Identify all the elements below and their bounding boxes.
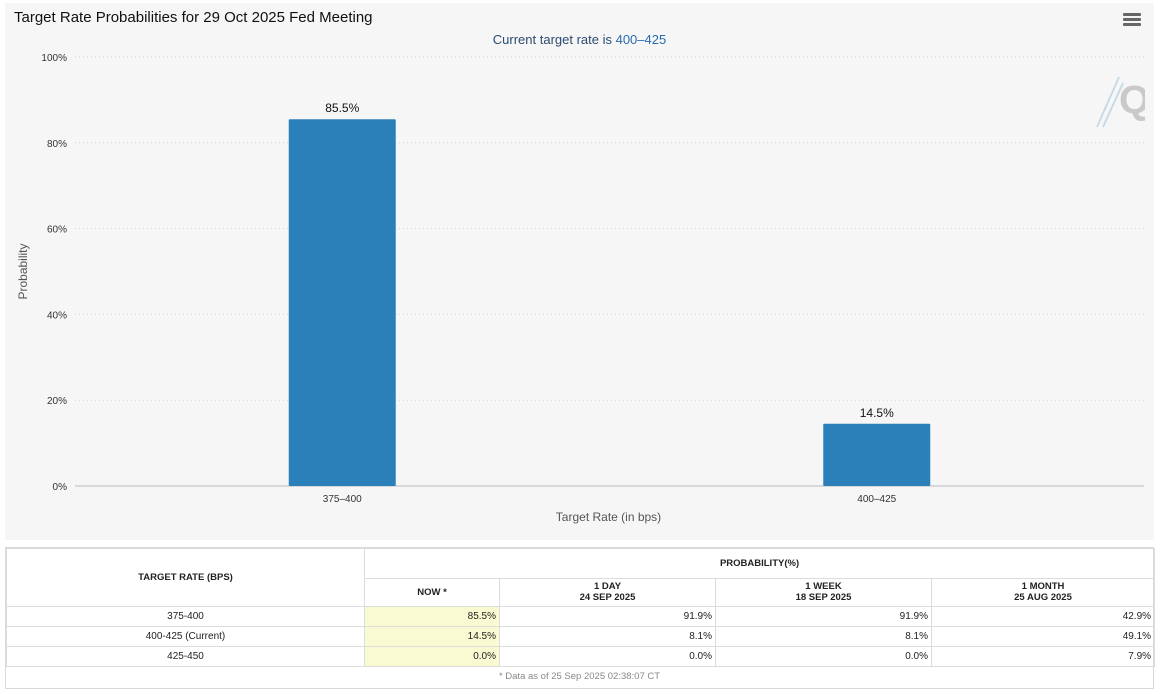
y-tick-label: 0%: [53, 482, 68, 493]
subtitle-prefix: Current target rate is: [492, 32, 616, 47]
y-tick-label: 60%: [47, 225, 67, 236]
svg-text:Q: Q: [1119, 78, 1145, 122]
bar-data-label: 85.5%: [325, 101, 359, 115]
chart-panel: Target Rate Probabilities for 29 Oct 202…: [5, 3, 1154, 540]
table-row: 400-425 (Current) 14.5% 8.1% 8.1% 49.1%: [6, 626, 1156, 647]
data-timestamp-footnote: * Data as of 25 Sep 2025 02:38:07 CT: [498, 671, 661, 682]
bar-data-label: 14.5%: [860, 406, 894, 420]
q-logo-icon: Q: [1096, 76, 1145, 128]
one-day-cell: 91.9%: [499, 606, 716, 627]
one-week-cell: 0.0%: [715, 646, 932, 667]
y-tick-label: 80%: [47, 139, 67, 150]
y-tick-label: 100%: [41, 53, 67, 64]
one-month-cell: 42.9%: [930, 606, 1156, 627]
y-axis-title: Probability: [16, 243, 30, 299]
header-1-month: 1 MONTH 25 AUG 2025: [930, 577, 1156, 607]
x-tick-label: 375–400: [323, 494, 362, 505]
y-tick-label: 40%: [47, 310, 67, 321]
y-tick-label: 20%: [47, 396, 67, 407]
header-target-rate: TARGET RATE (BPS): [6, 548, 365, 607]
rate-cell: 375-400: [6, 606, 365, 627]
chart-subtitle: Current target rate is 400–425: [5, 32, 1154, 47]
one-month-cell: 49.1%: [930, 626, 1156, 647]
header-1-week: 1 WEEK 18 SEP 2025: [715, 577, 932, 607]
header-now: NOW *: [364, 577, 500, 607]
one-day-cell: 0.0%: [499, 646, 716, 667]
now-cell: 14.5%: [364, 626, 500, 647]
table-row: 375-400 85.5% 91.9% 91.9% 42.9%: [6, 606, 1156, 627]
bar: [288, 119, 396, 486]
bar-chart: 0% 20% 40% 60% 80% 100% 85.5% 375–400 14.5% 400–4…: [16, 53, 1144, 524]
rate-cell: 425-450: [6, 646, 365, 667]
subtitle-current-rate: 400–425: [615, 32, 667, 47]
probability-table-container: TARGET RATE (BPS) PROBABILITY(%) NOW * 1…: [5, 547, 1156, 689]
now-cell: 0.0%: [364, 646, 500, 667]
one-week-cell: 91.9%: [715, 606, 932, 627]
one-day-cell: 8.1%: [499, 626, 716, 647]
header-probability: PROBABILITY(%): [363, 548, 1156, 579]
probability-table: TARGET RATE (BPS) PROBABILITY(%) NOW * 1…: [6, 548, 1156, 667]
table-row: 425-450 0.0% 0.0% 0.0% 7.9%: [6, 646, 1156, 667]
hamburger-menu-icon[interactable]: [1123, 13, 1141, 29]
x-tick-label: 400–425: [857, 494, 896, 505]
one-week-cell: 8.1%: [715, 626, 932, 647]
rate-cell: 400-425 (Current): [6, 626, 365, 647]
one-month-cell: 7.9%: [930, 646, 1156, 667]
header-1-day: 1 DAY 24 SEP 2025: [499, 577, 716, 607]
x-axis-title: Target Rate (in bps): [556, 510, 661, 524]
chart-title: Target Rate Probabilities for 29 Oct 202…: [14, 9, 373, 26]
bar: [823, 423, 931, 486]
now-cell: 85.5%: [364, 606, 500, 627]
